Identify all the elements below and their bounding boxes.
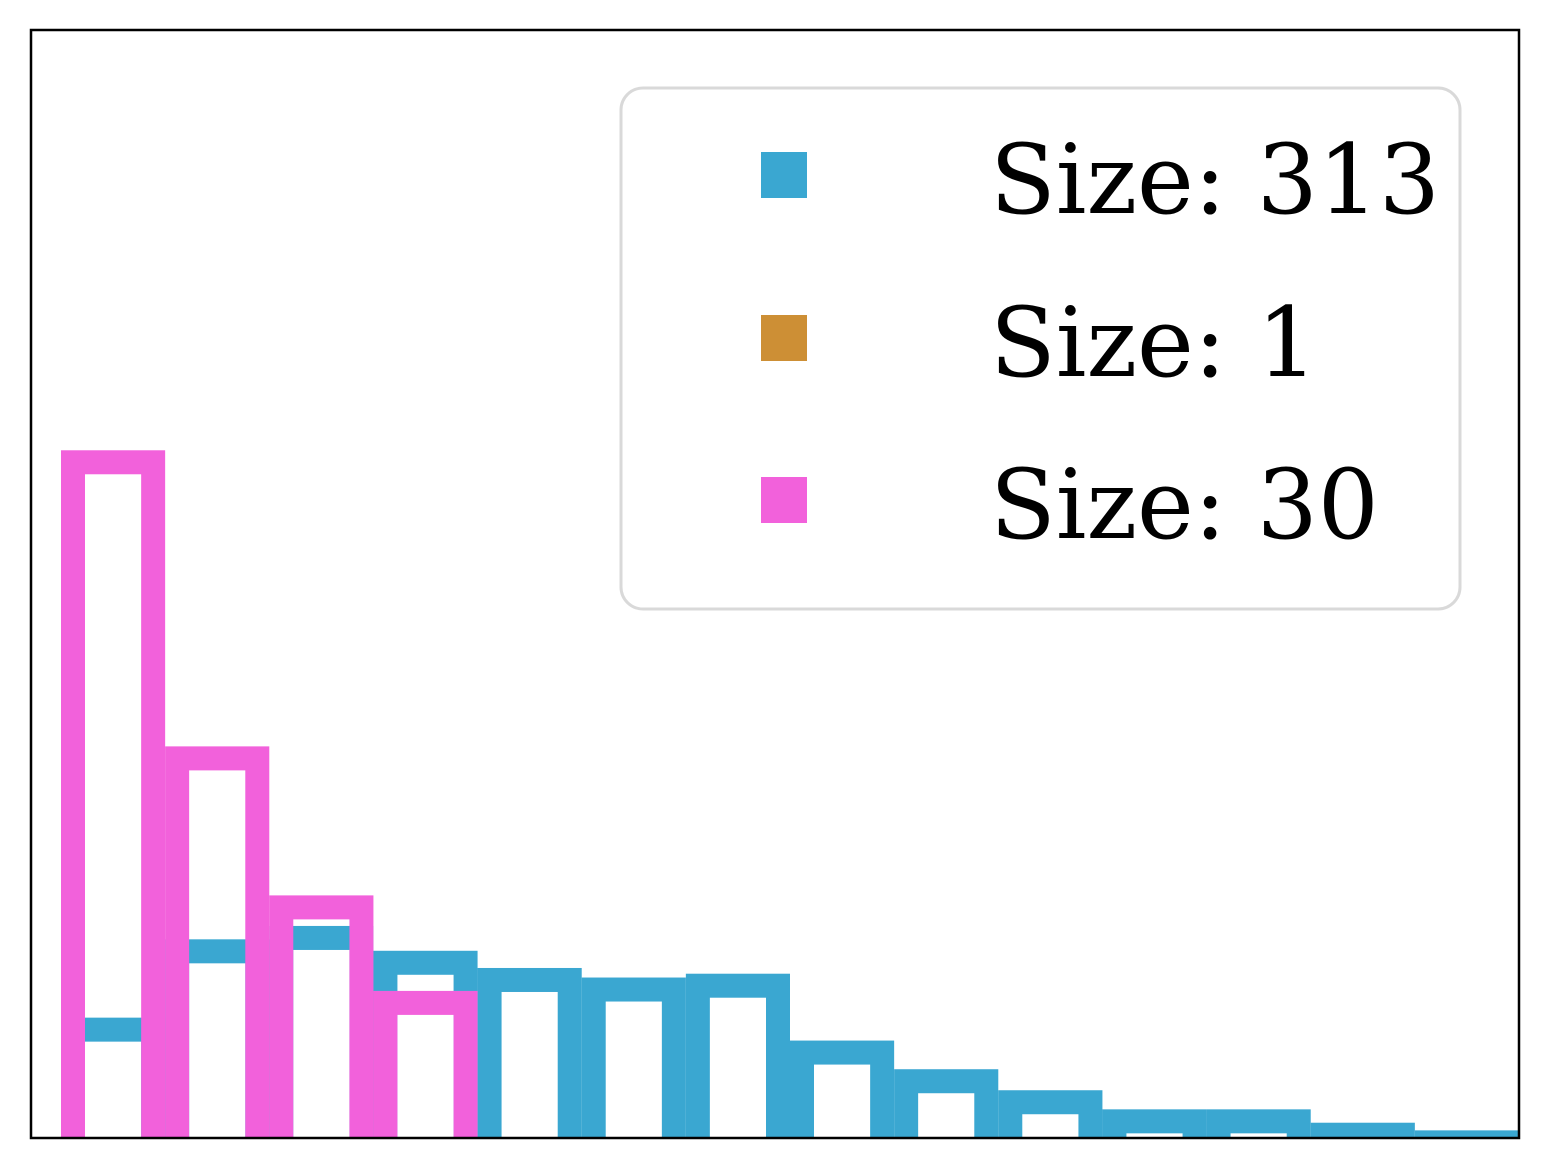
histogram-bar-series-2-bin-0 <box>61 450 166 1138</box>
series-layer <box>61 450 1519 1138</box>
legend: Size: 313 Size: 1 Size: 30 <box>619 86 1462 611</box>
histogram-bar-series-0-bin-4 <box>477 967 582 1138</box>
histogram-bar-series-0-bin-12 <box>1310 1122 1415 1138</box>
legend-swatch-size-1 <box>761 315 807 361</box>
histogram-bar-series-2-bin-3 <box>373 990 478 1138</box>
histogram-bar-series-2-bin-2 <box>269 895 374 1138</box>
legend-swatch-size-313 <box>761 152 807 198</box>
histogram-bar-series-0-bin-8 <box>894 1069 999 1138</box>
histogram-bar-series-2-bin-1 <box>165 746 270 1138</box>
legend-label-size-30: Size: 30 <box>990 449 1379 561</box>
legend-swatch-size-30 <box>761 477 807 523</box>
legend-label-size-1: Size: 1 <box>990 287 1318 399</box>
histogram-bar-series-0-bin-7 <box>790 1040 895 1138</box>
histogram-bar-series-0-bin-10 <box>1102 1109 1207 1138</box>
legend-label-size-313: Size: 313 <box>990 124 1440 236</box>
histogram-bar-series-0-bin-9 <box>998 1090 1103 1138</box>
histogram-bar-series-0-bin-5 <box>581 977 686 1138</box>
legend-box <box>619 86 1462 611</box>
histogram-bar-series-0-bin-11 <box>1206 1109 1311 1138</box>
histogram-bar-series-0-bin-6 <box>685 973 790 1138</box>
plot-frame <box>29 28 1521 1140</box>
